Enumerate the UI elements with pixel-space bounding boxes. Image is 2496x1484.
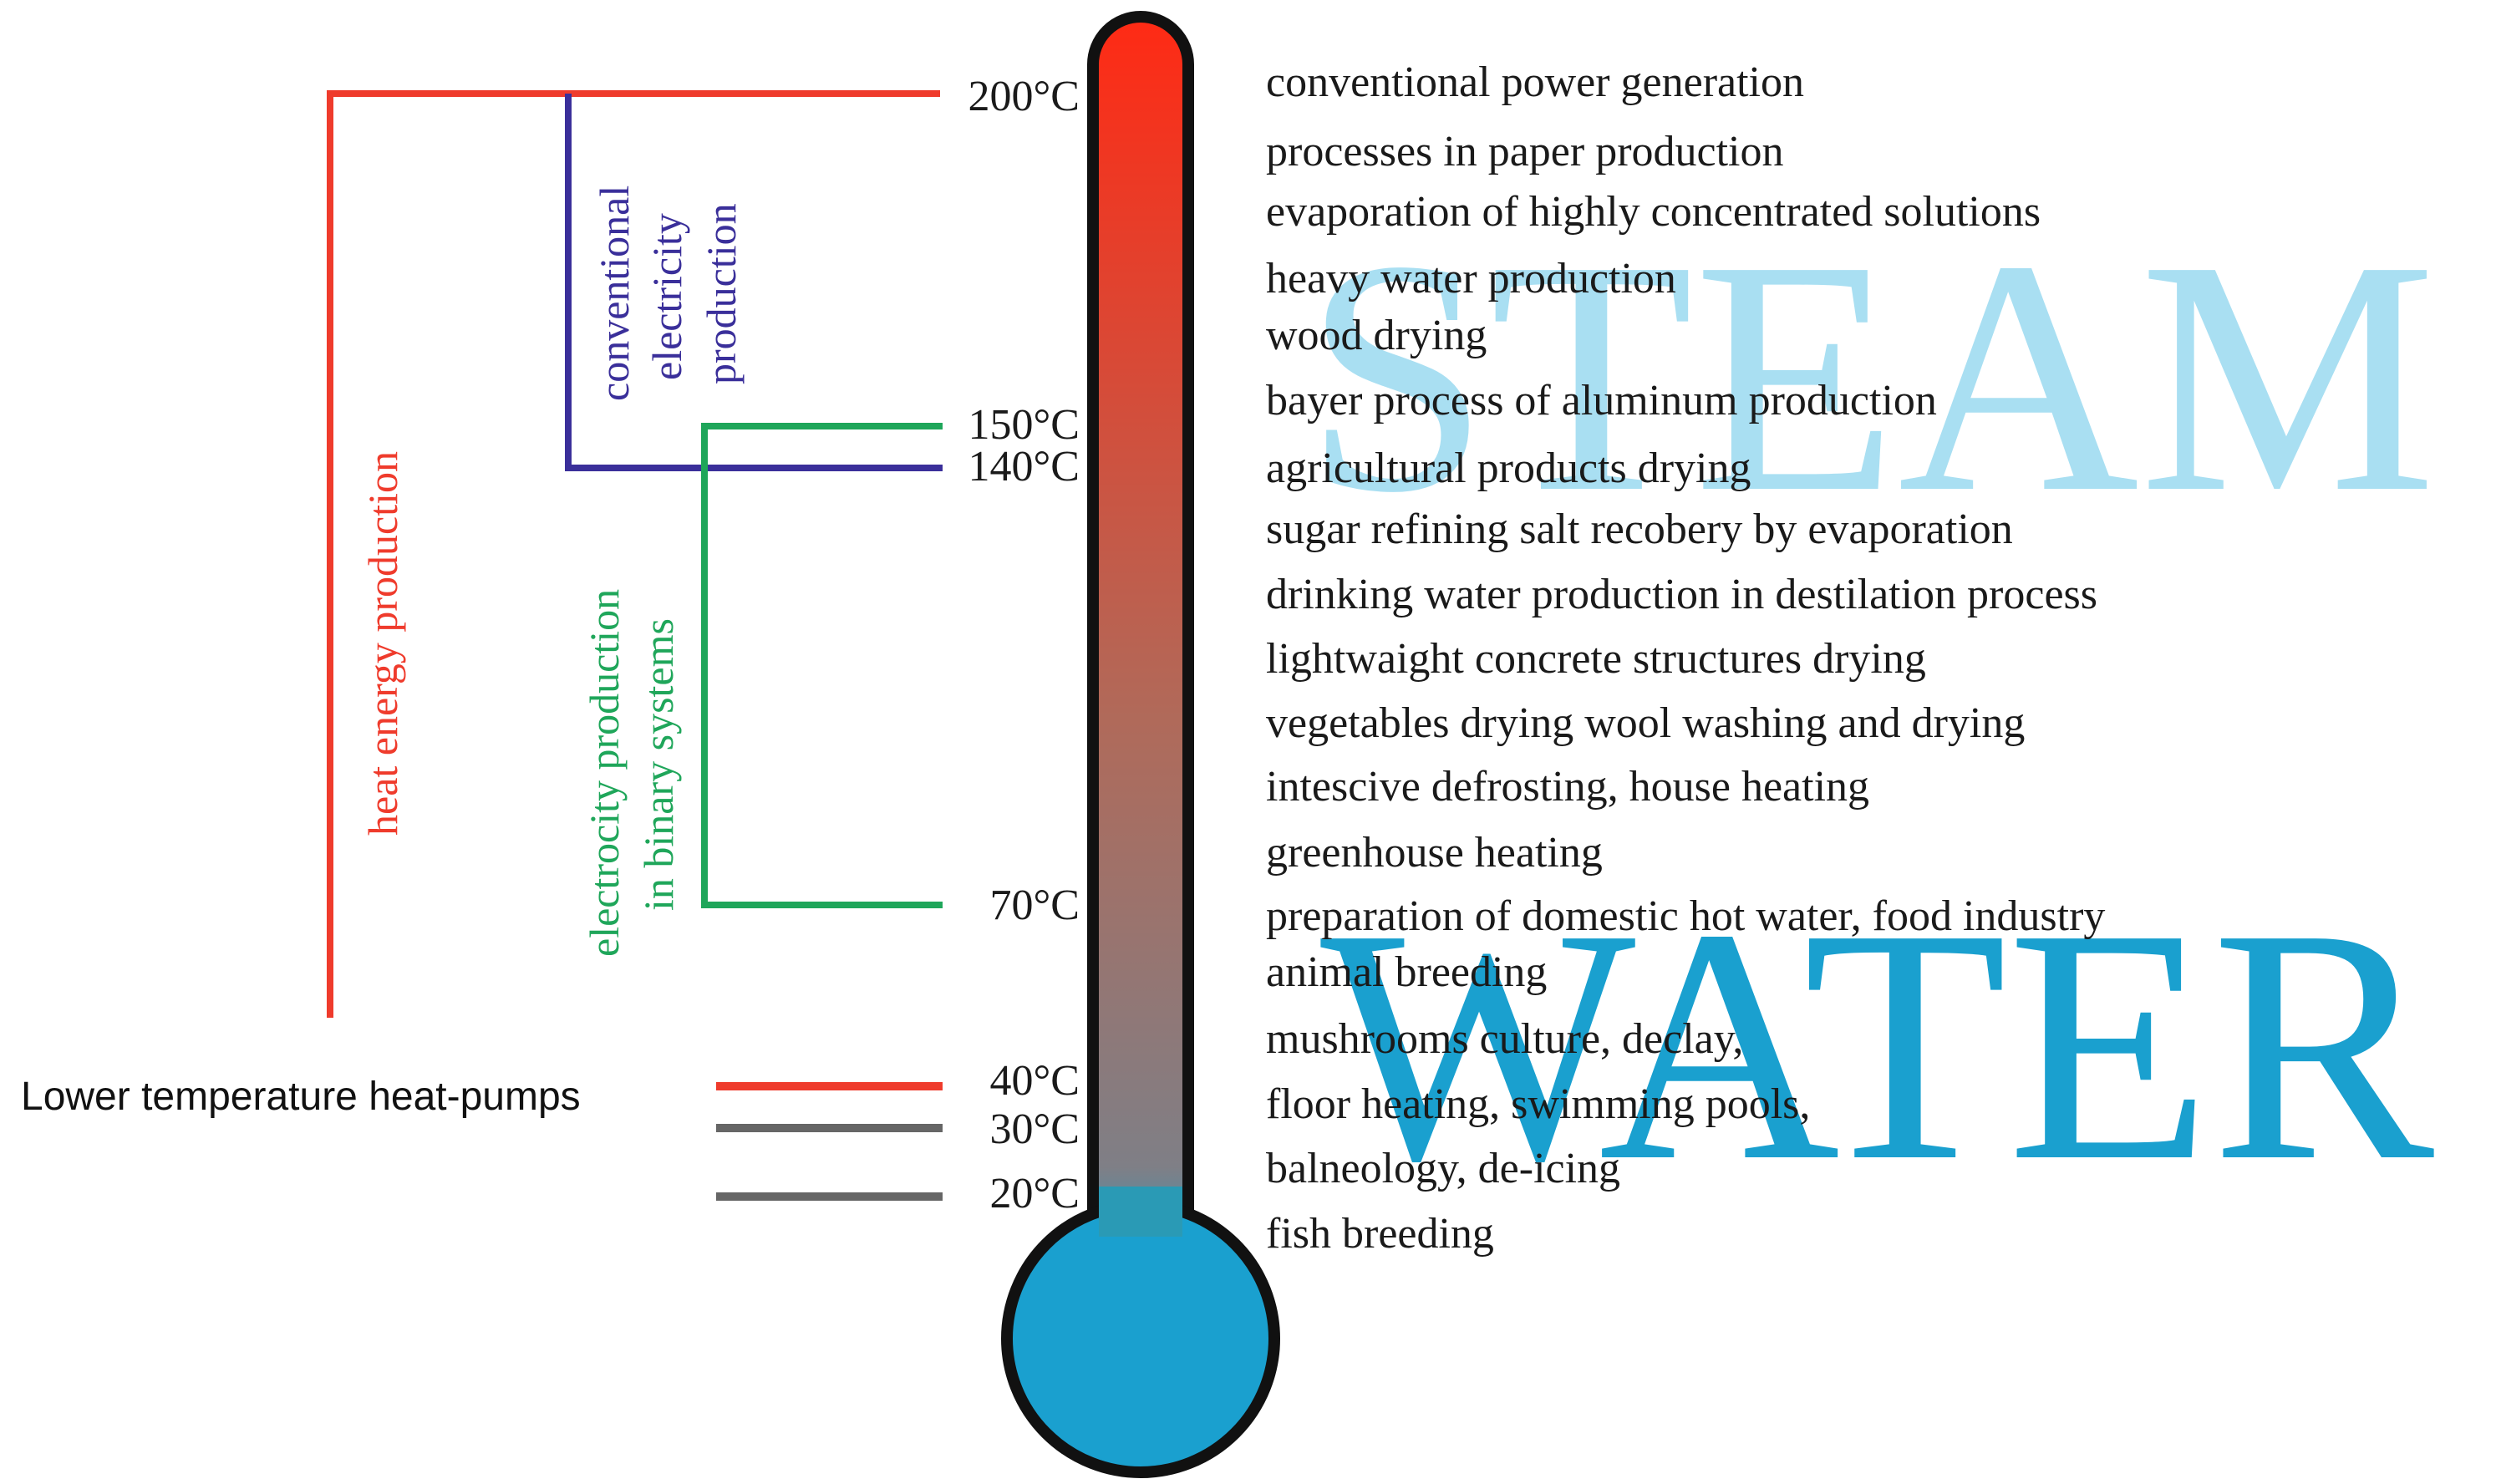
- thermometer-tube: [1087, 11, 1194, 1301]
- thermometer: [1001, 11, 1280, 1478]
- temp-label-140c: 140°C: [968, 443, 1080, 490]
- application-item: lightwaight concrete structures drying: [1266, 635, 1926, 683]
- application-item: sugar refining salt recobery by evaporat…: [1266, 506, 2013, 553]
- application-list: conventional power generation processes i…: [1266, 58, 2105, 1258]
- conventional-label-line-2: electricity: [643, 213, 690, 380]
- binary-label-line-2: in binary systems: [635, 618, 682, 911]
- application-item: heavy water production: [1266, 255, 1676, 302]
- application-item: floor heating, swimming pools,: [1266, 1080, 1810, 1128]
- application-item: vegetables drying wool washing and dryin…: [1266, 699, 2025, 747]
- temp-label-200c: 200°C: [968, 73, 1080, 120]
- steam-watermark: STEAM: [1304, 191, 2437, 562]
- temp-label-40c: 40°C: [990, 1057, 1080, 1105]
- binary-systems-bracket: [701, 423, 943, 908]
- application-item: agricultural products drying: [1266, 445, 1751, 492]
- temp-label-70c: 70°C: [990, 882, 1080, 929]
- conventional-electricity-bracket: [565, 94, 943, 471]
- application-item: evaporation of highly concentrated solut…: [1266, 188, 2041, 236]
- application-item: conventional power generation: [1266, 58, 1804, 106]
- conventional-electricity-label: conventional electricity production: [591, 186, 745, 401]
- application-item: animal breeding: [1266, 948, 1547, 996]
- binary-systems-label: electrocity production in binary systems: [581, 589, 682, 957]
- water-watermark: WATER: [1320, 860, 2436, 1230]
- application-item: drinking water production in destilation…: [1266, 571, 2097, 618]
- application-item: greenhouse heating: [1266, 829, 1603, 877]
- thermometer-joint: [1099, 1187, 1182, 1237]
- temp-label-20c: 20°C: [990, 1170, 1080, 1217]
- heat-energy-label: heat energy production: [359, 451, 406, 836]
- application-item: bayer process of aluminum production: [1266, 377, 1937, 424]
- heat-pumps-label: Lower temperature heat-pumps: [21, 1075, 581, 1119]
- thermometer-bulb: [1001, 1199, 1280, 1478]
- conventional-label-line-1: conventional: [591, 186, 638, 401]
- application-item: preparation of domestic hot water, food …: [1266, 892, 2105, 940]
- application-item: fish breeding: [1266, 1210, 1494, 1258]
- temp-label-150c: 150°C: [968, 401, 1080, 449]
- conventional-label-line-3: production: [698, 203, 745, 384]
- heat-energy-bracket: [327, 90, 940, 1018]
- application-item: processes in paper production: [1266, 128, 1783, 175]
- temp-label-30c: 30°C: [990, 1105, 1080, 1153]
- binary-label-line-1: electrocity production: [581, 589, 628, 957]
- application-item: balneology, de-icing: [1266, 1145, 1620, 1192]
- application-item: wood drying: [1266, 312, 1487, 359]
- application-item: mushrooms culture, declay,: [1266, 1015, 1743, 1063]
- application-item: intescive defrosting, house heating: [1266, 763, 1869, 811]
